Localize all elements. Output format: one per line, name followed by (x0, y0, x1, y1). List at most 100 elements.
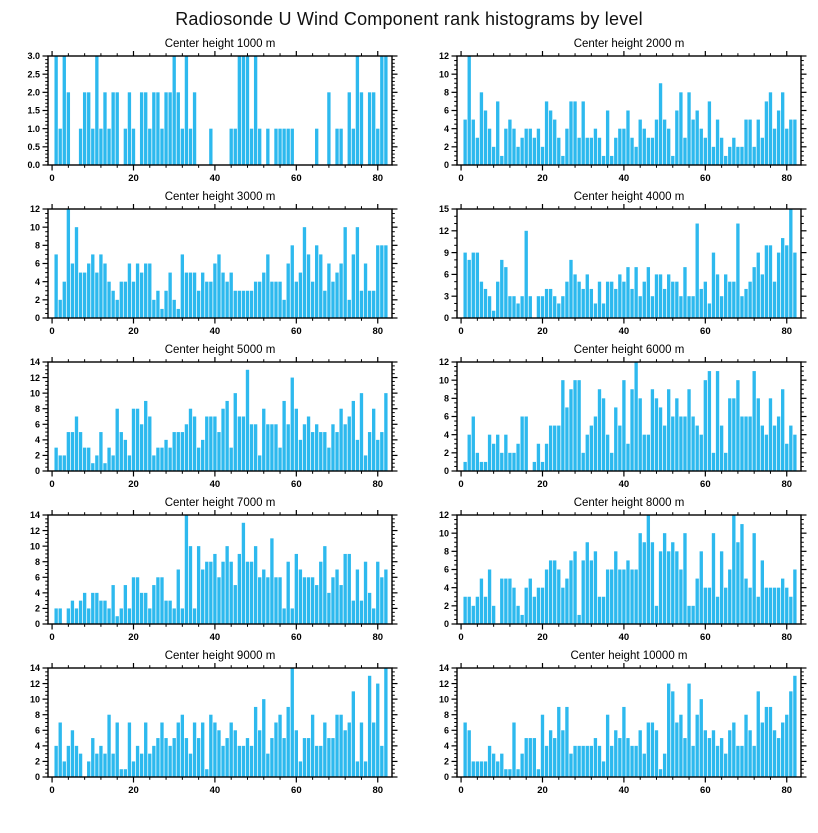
y-tick-label: 6 (35, 259, 40, 269)
bar (776, 587, 781, 624)
y-tick-label: 0 (35, 619, 40, 629)
bar (569, 389, 573, 471)
bar (74, 416, 79, 471)
bar (487, 128, 492, 165)
bar (471, 605, 475, 624)
y-tick-label: 10 (439, 375, 449, 385)
bar (184, 515, 189, 624)
bar (156, 92, 160, 165)
bar (233, 730, 237, 777)
bar (302, 738, 307, 777)
bar (691, 605, 695, 624)
bar (483, 110, 488, 165)
plot-frame (47, 667, 393, 778)
bar (532, 596, 537, 624)
bar (671, 542, 675, 624)
bar (654, 274, 659, 318)
bar (160, 308, 164, 318)
bar (622, 706, 626, 777)
bar (512, 452, 516, 471)
bar (221, 408, 225, 471)
bar (638, 533, 642, 624)
bar (479, 281, 484, 318)
page-title: Radiosonde U Wind Component rank histogr… (175, 9, 643, 29)
bar (302, 424, 307, 471)
bar (135, 263, 140, 318)
bar (233, 128, 237, 165)
bar (776, 738, 781, 777)
bar (463, 722, 467, 777)
histogram-panel-7000m: Center height 7000 m 0 20 40 60 80 0 2 4 6 8 10 12 14 (0, 496, 409, 649)
bar (367, 290, 372, 318)
bar (528, 296, 532, 318)
bar (740, 416, 744, 471)
bar (270, 281, 274, 318)
bar (156, 290, 160, 318)
bar (756, 398, 760, 471)
bar (78, 432, 83, 471)
bar (500, 578, 504, 624)
bar (205, 561, 209, 624)
bar (467, 596, 471, 624)
bar (87, 92, 91, 165)
bar (359, 393, 364, 471)
y-tick-label: 0 (35, 466, 40, 476)
bar (703, 380, 707, 471)
bar (131, 577, 136, 624)
bar (512, 128, 516, 165)
bar (139, 753, 144, 777)
bar (225, 400, 229, 471)
bar (479, 578, 484, 624)
bar (732, 722, 736, 777)
bar (467, 56, 471, 165)
x-tick-label: 80 (781, 479, 792, 490)
bar (241, 522, 246, 624)
bar (258, 730, 262, 777)
bar (524, 587, 528, 624)
bar (221, 272, 225, 318)
bar (184, 738, 189, 777)
bar (618, 128, 622, 165)
x-tick-label: 80 (372, 173, 383, 184)
bar (168, 600, 172, 624)
plot-frame (456, 514, 802, 625)
bar (139, 592, 144, 624)
bar (87, 263, 91, 318)
bar (662, 533, 667, 624)
bar (736, 380, 740, 471)
bar (237, 56, 242, 165)
bar (699, 288, 703, 318)
y-tick-label: 2.0 (27, 88, 40, 98)
bar (601, 398, 606, 471)
bar (127, 455, 132, 471)
bar (626, 443, 630, 471)
bar (82, 592, 87, 624)
bar (184, 56, 189, 165)
bar (367, 432, 372, 471)
bar (597, 745, 602, 777)
bar (589, 288, 594, 318)
bar (638, 730, 642, 777)
bar (351, 254, 355, 318)
bar (221, 745, 225, 777)
bar (605, 110, 610, 165)
bar (638, 119, 642, 165)
bar (310, 432, 315, 471)
histogram-panel-10000m: Center height 10000 m 0 20 40 60 80 0 2 4 6 8 10 12 1… (409, 649, 818, 802)
bar (123, 585, 128, 624)
bar (274, 128, 278, 165)
y-tick-label: 14 (30, 663, 40, 673)
bar (315, 745, 319, 777)
bar (66, 745, 71, 777)
bar (294, 553, 298, 624)
y-tick-label: 6 (444, 565, 449, 575)
bar (156, 447, 160, 471)
bar (605, 569, 610, 624)
bar (553, 738, 557, 777)
bar (626, 560, 630, 624)
bar (111, 290, 115, 318)
bar (258, 455, 262, 471)
bar (630, 288, 634, 318)
y-tick-label: 10 (439, 528, 449, 538)
bar (675, 110, 679, 165)
